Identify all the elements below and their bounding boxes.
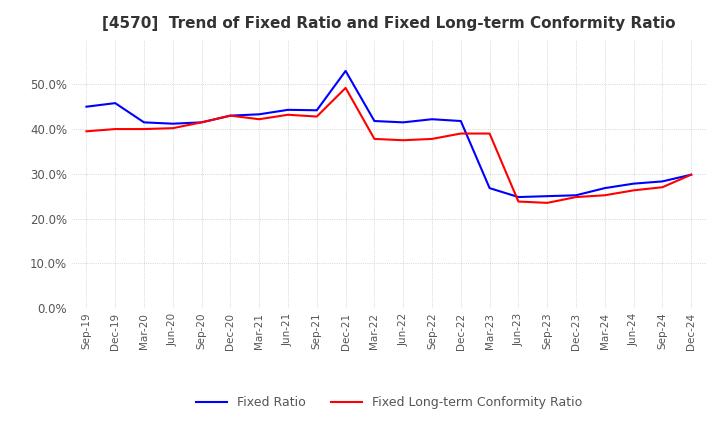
- Fixed Ratio: [82, 104, 91, 109]
- Fixed Long-term Conformity Ratio: [226, 113, 235, 118]
- Fixed Ratio: [111, 100, 120, 106]
- Fixed Ratio: [687, 172, 696, 177]
- Fixed Long-term Conformity Ratio: [370, 136, 379, 142]
- Fixed Long-term Conformity Ratio: [629, 188, 638, 193]
- Fixed Long-term Conformity Ratio: [197, 120, 206, 125]
- Fixed Ratio: [284, 107, 292, 113]
- Fixed Ratio: [197, 120, 206, 125]
- Fixed Long-term Conformity Ratio: [255, 117, 264, 122]
- Fixed Ratio: [312, 108, 321, 113]
- Title: [4570]  Trend of Fixed Ratio and Fixed Long-term Conformity Ratio: [4570] Trend of Fixed Ratio and Fixed Lo…: [102, 16, 675, 32]
- Fixed Long-term Conformity Ratio: [312, 114, 321, 119]
- Fixed Ratio: [572, 193, 580, 198]
- Fixed Ratio: [168, 121, 177, 126]
- Fixed Ratio: [399, 120, 408, 125]
- Fixed Long-term Conformity Ratio: [140, 126, 148, 132]
- Fixed Long-term Conformity Ratio: [82, 128, 91, 134]
- Fixed Ratio: [485, 186, 494, 191]
- Fixed Ratio: [226, 113, 235, 118]
- Fixed Long-term Conformity Ratio: [111, 126, 120, 132]
- Fixed Long-term Conformity Ratio: [341, 85, 350, 91]
- Fixed Ratio: [370, 118, 379, 124]
- Fixed Long-term Conformity Ratio: [485, 131, 494, 136]
- Fixed Ratio: [600, 186, 609, 191]
- Line: Fixed Ratio: Fixed Ratio: [86, 71, 691, 197]
- Fixed Ratio: [341, 68, 350, 73]
- Fixed Long-term Conformity Ratio: [600, 193, 609, 198]
- Fixed Long-term Conformity Ratio: [168, 125, 177, 131]
- Fixed Long-term Conformity Ratio: [658, 185, 667, 190]
- Fixed Long-term Conformity Ratio: [514, 199, 523, 204]
- Line: Fixed Long-term Conformity Ratio: Fixed Long-term Conformity Ratio: [86, 88, 691, 203]
- Fixed Ratio: [543, 194, 552, 199]
- Fixed Ratio: [514, 194, 523, 200]
- Legend: Fixed Ratio, Fixed Long-term Conformity Ratio: Fixed Ratio, Fixed Long-term Conformity …: [191, 392, 587, 414]
- Fixed Long-term Conformity Ratio: [543, 200, 552, 205]
- Fixed Ratio: [456, 118, 465, 124]
- Fixed Ratio: [255, 112, 264, 117]
- Fixed Ratio: [428, 117, 436, 122]
- Fixed Long-term Conformity Ratio: [456, 131, 465, 136]
- Fixed Long-term Conformity Ratio: [687, 172, 696, 177]
- Fixed Long-term Conformity Ratio: [399, 138, 408, 143]
- Fixed Long-term Conformity Ratio: [284, 112, 292, 117]
- Fixed Long-term Conformity Ratio: [428, 136, 436, 142]
- Fixed Ratio: [658, 179, 667, 184]
- Fixed Ratio: [629, 181, 638, 186]
- Fixed Long-term Conformity Ratio: [572, 194, 580, 200]
- Fixed Ratio: [140, 120, 148, 125]
